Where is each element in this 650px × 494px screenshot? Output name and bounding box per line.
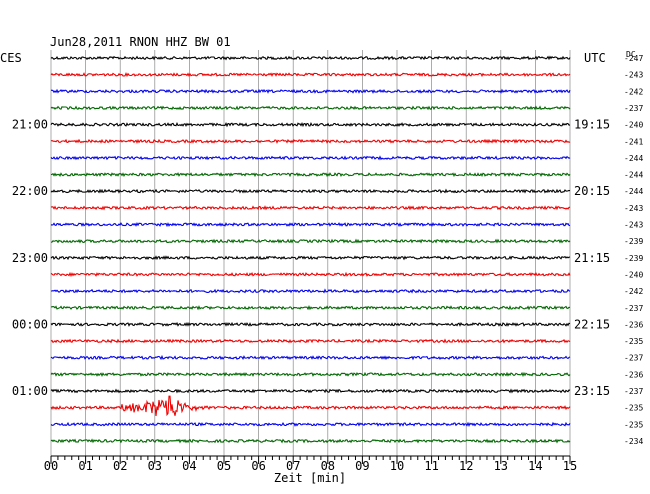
x-tick-label: 10 (390, 459, 404, 473)
x-axis: 00 01 02 03 04 05 06 07 08 09 10 11 12 13 14 15 (44, 455, 577, 473)
time-labels: 21:00 22:00 23:00 00:00 01:00 19:15 20:15 21:15… (12, 54, 644, 446)
trace-line (50, 288, 571, 294)
dc-offset-label: -241 (624, 137, 643, 146)
left-time-label: 21:00 (12, 118, 48, 132)
right-time-label: 20:15 (574, 184, 610, 198)
dc-offset-label: -237 (624, 104, 643, 113)
x-tick-label: 07 (286, 459, 300, 473)
x-tick-label: 06 (251, 459, 265, 473)
dc-offset-label: -243 (624, 204, 643, 213)
dc-offset-label: -237 (624, 304, 643, 313)
dc-offset-label: -237 (624, 387, 643, 396)
x-tick-label: 09 (355, 459, 369, 473)
dc-offset-label: -234 (624, 437, 643, 446)
trace-line (50, 421, 571, 428)
trace-line (50, 388, 571, 394)
x-tick-label: 15 (563, 459, 577, 473)
dc-offset-label: -239 (624, 237, 643, 246)
dc-offset-label: -239 (624, 254, 643, 263)
dc-offset-label: -244 (624, 154, 643, 163)
x-tick-label: 11 (424, 459, 438, 473)
x-tick-label: 13 (494, 459, 508, 473)
left-time-label: 00:00 (12, 317, 48, 331)
left-time-label: 22:00 (12, 184, 48, 198)
x-tick-label: 02 (113, 459, 127, 473)
trace-line (50, 338, 571, 344)
trace-line (50, 305, 571, 311)
dc-offset-label: -235 (624, 420, 643, 429)
trace-line (50, 222, 571, 228)
trace-line (50, 271, 571, 278)
dc-offset-label: -247 (624, 54, 643, 63)
dc-offset-label: -243 (624, 221, 643, 230)
right-time-label: 21:15 (574, 251, 610, 265)
dc-offset-label: -240 (624, 270, 643, 279)
trace-line (50, 354, 571, 361)
trace-line (50, 55, 571, 61)
dc-offset-label: -235 (624, 404, 643, 413)
dc-offset-label: -244 (624, 187, 643, 196)
trace-line (50, 255, 571, 261)
dc-offset-label: -242 (624, 87, 643, 96)
dc-offset-label: -236 (624, 320, 643, 329)
x-tick-label: 00 (44, 459, 58, 473)
x-tick-label: 05 (217, 459, 231, 473)
x-tick-label: 12 (459, 459, 473, 473)
seismogram-traces (50, 55, 571, 444)
trace-line (50, 205, 571, 211)
left-timezone-label: CES (0, 51, 22, 65)
dc-offset-label: -236 (624, 370, 643, 379)
trace-line (50, 238, 571, 244)
dc-offset-label: -240 (624, 121, 643, 130)
trace-line (50, 155, 571, 161)
dc-offset-label: -244 (624, 171, 643, 180)
trace-line (50, 138, 571, 144)
chart-title: Jun28,2011 RNON HHZ BW 01 (50, 35, 231, 49)
x-tick-label: 03 (148, 459, 162, 473)
trace-line (50, 395, 571, 417)
right-time-label: 19:15 (574, 118, 610, 132)
trace-line (50, 121, 570, 128)
trace-line (50, 438, 571, 444)
x-tick-label: 08 (321, 459, 335, 473)
minute-gridlines (50, 50, 571, 456)
right-time-label: 22:15 (574, 317, 610, 331)
right-time-label: 23:15 (574, 384, 610, 398)
left-time-label: 23:00 (12, 251, 48, 265)
x-tick-label: 14 (528, 459, 542, 473)
trace-line (50, 188, 571, 194)
right-timezone-label: UTC (584, 51, 606, 65)
dc-label: DC (626, 50, 636, 59)
trace-line (50, 88, 571, 94)
trace-line (50, 71, 571, 78)
dc-offset-label: -242 (624, 287, 643, 296)
trace-line (50, 172, 571, 178)
dc-offset-label: -237 (624, 354, 643, 363)
trace-line (50, 321, 571, 327)
dc-offset-label: -243 (624, 71, 643, 80)
x-tick-label: 04 (182, 459, 196, 473)
trace-line (50, 105, 571, 111)
dc-offset-label: -235 (624, 337, 643, 346)
left-time-label: 01:00 (12, 384, 48, 398)
trace-line (50, 371, 571, 378)
x-axis-label: Zeit [min] (274, 471, 346, 485)
x-tick-label: 01 (78, 459, 92, 473)
